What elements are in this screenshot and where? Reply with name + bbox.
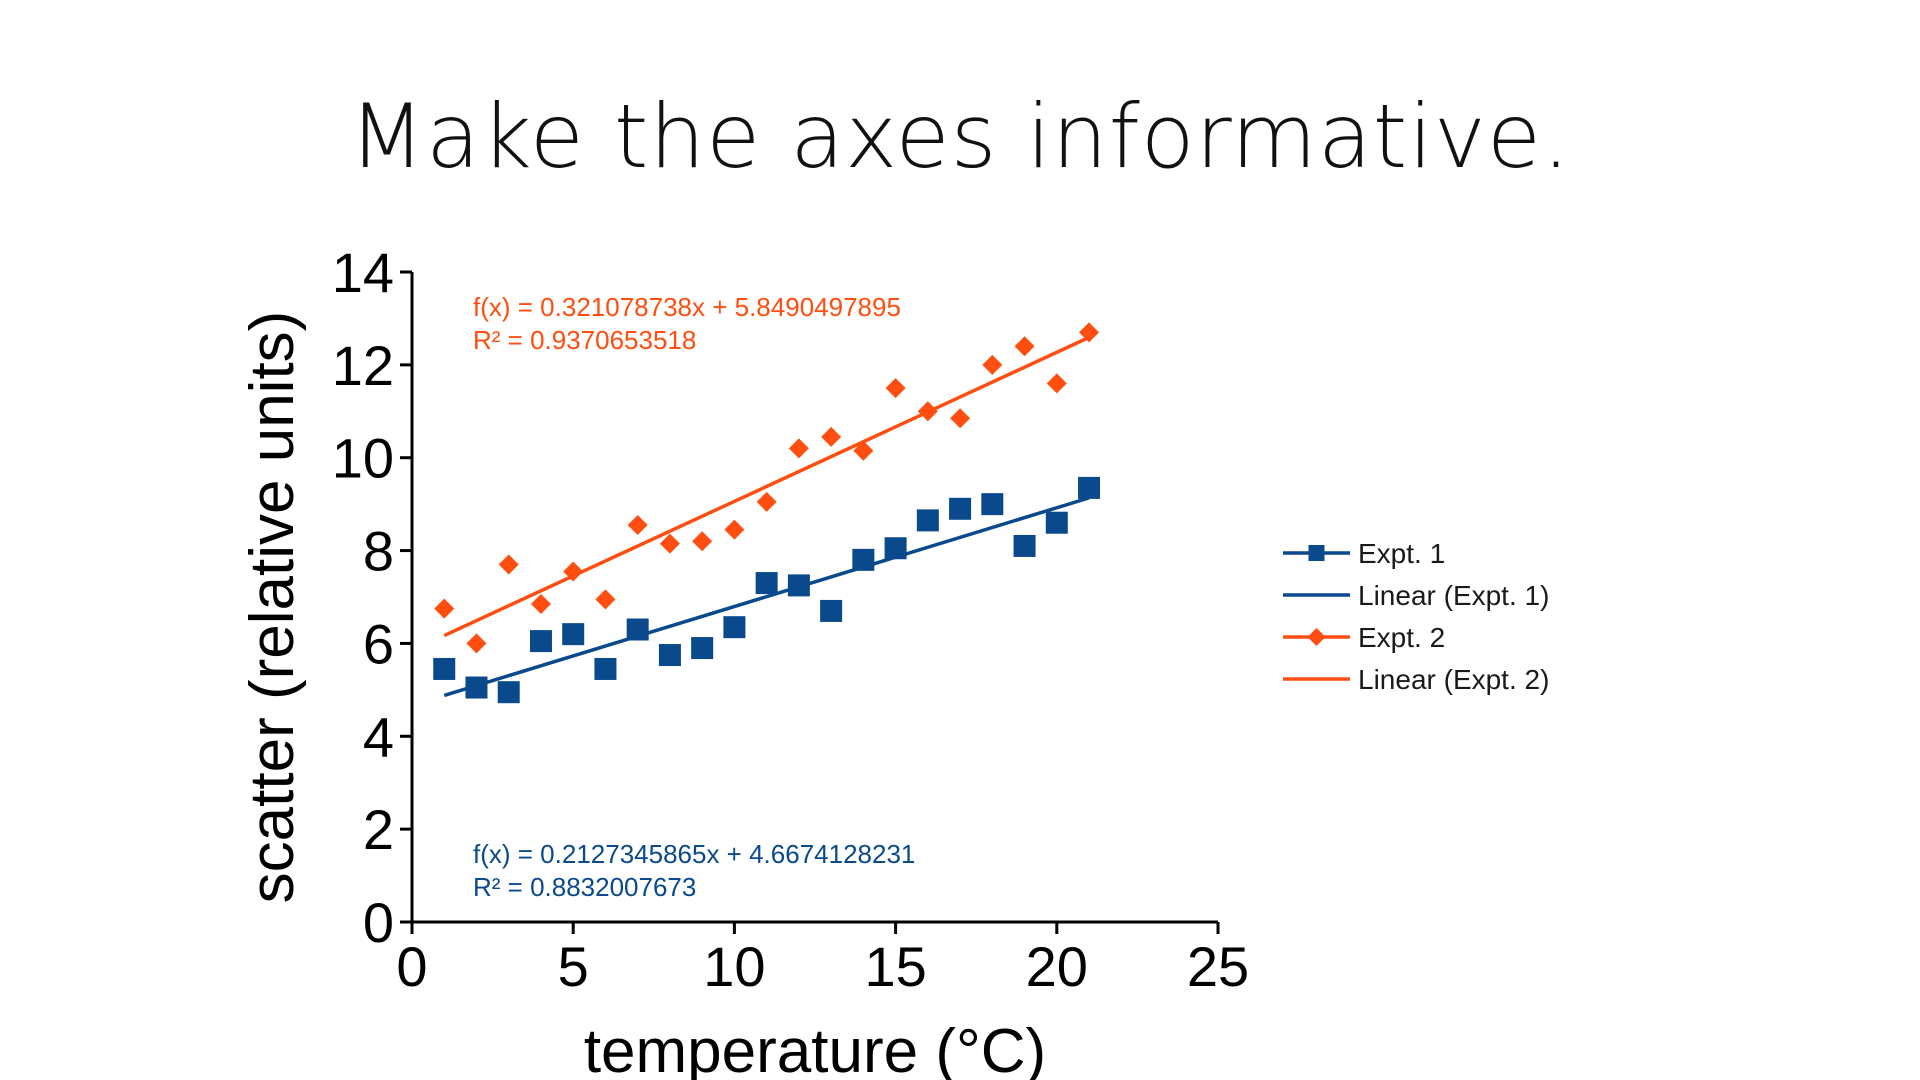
y-tick-label: 2 — [363, 798, 394, 861]
expt2-point — [659, 533, 680, 554]
expt1-point — [691, 637, 714, 660]
expt1-point — [1013, 534, 1036, 557]
expt1-point — [433, 657, 456, 680]
x-tick-label: 25 — [1187, 935, 1249, 998]
slide-title: Make the axes informative. — [349, 85, 1571, 188]
x-tick-label: 20 — [1026, 935, 1088, 998]
legend-square-marker — [1308, 545, 1325, 561]
legend-label: Linear (Expt. 2) — [1358, 664, 1549, 695]
expt1-point — [1045, 511, 1068, 534]
expt2-point — [756, 491, 777, 512]
expt2-point — [530, 593, 551, 614]
expt1-point — [787, 574, 810, 597]
data-points-layer — [433, 322, 1101, 704]
legend-label: Linear (Expt. 1) — [1358, 580, 1549, 611]
expt2-point — [498, 554, 519, 575]
expt2-point — [1079, 322, 1100, 343]
trendline-equation-1: f(x) = 0.2127345865x + 4.6674128231 — [473, 839, 915, 869]
expt1-point — [562, 623, 585, 646]
expt2-point — [950, 408, 971, 429]
y-tick-label: 4 — [363, 705, 394, 768]
expt1-point — [916, 509, 939, 532]
legend-label: Expt. 2 — [1358, 622, 1445, 653]
expt1-point — [884, 537, 907, 560]
expt2-point — [724, 519, 745, 540]
expt2-point — [917, 401, 938, 422]
y-tick-label: 10 — [332, 427, 394, 490]
chart-legend: Expt. 1 Linear (Expt. 1) Expt. 2 Linear (Ex… — [1283, 538, 1549, 695]
expt1-point — [723, 616, 746, 639]
y-tick-label: 14 — [332, 241, 394, 304]
expt2-point — [434, 598, 455, 619]
x-tick-label: 0 — [396, 935, 427, 998]
trendline-1 — [443, 496, 1090, 698]
expt1-point — [658, 644, 681, 667]
expt1-point — [852, 548, 875, 571]
y-axis-title: scatter (relative units) — [238, 311, 307, 904]
expt1-point — [1078, 476, 1101, 499]
x-tick-label: 15 — [864, 935, 926, 998]
y-tick-label: 0 — [363, 891, 394, 954]
expt2-point — [821, 426, 842, 447]
expt2-point — [1014, 336, 1035, 357]
expt1-point — [981, 493, 1004, 516]
expt1-point — [465, 676, 488, 699]
legend-diamond-marker — [1307, 628, 1326, 646]
trendline-2 — [443, 335, 1090, 638]
expt2-point — [563, 561, 584, 582]
y-tick-label: 8 — [363, 520, 394, 583]
trendline-equation-2: f(x) = 0.321078738x + 5.8490497895 — [473, 292, 901, 322]
expt2-point — [788, 438, 809, 459]
expt2-point — [692, 531, 713, 552]
expt2-point — [853, 440, 874, 461]
expt2-point — [885, 378, 906, 399]
trendline-r2-1: R² = 0.8832007673 — [473, 872, 696, 902]
expt2-point — [595, 589, 616, 610]
trendline-r2-2: R² = 0.9370653518 — [473, 325, 696, 355]
y-tick-label: 6 — [363, 612, 394, 675]
expt2-point — [627, 515, 648, 536]
expt1-point — [626, 618, 649, 641]
x-axis-title: temperature (°C) — [584, 1017, 1046, 1080]
expt1-point — [529, 630, 552, 653]
expt2-point — [466, 633, 487, 654]
expt1-point — [949, 497, 972, 520]
expt2-point — [1046, 373, 1067, 394]
x-tick-label: 5 — [558, 935, 589, 998]
legend-label: Expt. 1 — [1358, 538, 1445, 569]
expt1-point — [594, 657, 617, 680]
expt1-point — [497, 681, 520, 704]
y-tick-label: 12 — [332, 334, 394, 397]
expt2-point — [982, 354, 1003, 375]
trendline-layer — [443, 335, 1090, 698]
x-tick-label: 10 — [703, 935, 765, 998]
expt1-point — [820, 599, 843, 622]
expt1-point — [755, 572, 778, 595]
chart-axes: 0 2 4 6 8 10 12 14 0 5 10 15 20 25 temperature (°C) sca… — [238, 241, 1249, 1080]
